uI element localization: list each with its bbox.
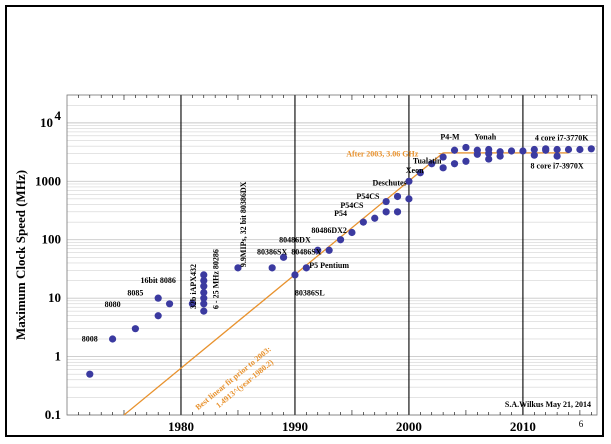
data-point — [564, 145, 573, 154]
data-point — [200, 276, 208, 285]
data-point — [200, 288, 208, 297]
point-label: P4-M — [440, 132, 460, 141]
rotated-point-label: 6 - 25 MHz 80286 — [212, 249, 221, 309]
point-label: Yonah — [474, 132, 496, 141]
plot-area — [67, 95, 597, 415]
rotated-point-label: 32b iAPX432 — [189, 264, 198, 309]
point-label: 8085 — [127, 289, 143, 298]
x-tick-label: 1980 — [168, 419, 194, 434]
data-point — [359, 218, 367, 226]
point-label: 80486SX — [291, 247, 321, 256]
y-tick-label: 1 — [55, 349, 62, 364]
y-axis-title: Maximum Clock Speed (MHz) — [13, 170, 28, 340]
data-point — [200, 307, 208, 315]
data-point — [450, 160, 459, 168]
point-label: 80486DX — [279, 235, 311, 244]
y-tick-label: 0.1 — [45, 407, 61, 422]
data-point — [382, 197, 390, 206]
data-point — [371, 214, 379, 222]
page-number: 6 — [579, 419, 584, 429]
data-point — [325, 246, 333, 254]
y-tick-label: 10 — [40, 115, 53, 130]
data-point — [462, 143, 470, 152]
point-label: P54CS — [340, 201, 364, 210]
point-label: Xeon — [406, 166, 424, 175]
data-point — [485, 155, 493, 163]
data-point — [416, 169, 424, 177]
data-point — [348, 228, 356, 237]
point-label: 8080 — [105, 300, 121, 309]
y-tick-exponent: 4 — [55, 108, 62, 123]
point-label: 8 core i7-3970X — [531, 162, 584, 171]
point-label: 16bit 8086 — [141, 276, 176, 285]
data-point — [336, 236, 345, 244]
data-point — [576, 145, 584, 154]
plot-border — [66, 94, 598, 416]
rotated-point-label: 9.9MIPs, 32 bit 80386DX — [239, 181, 248, 267]
data-point — [393, 192, 402, 201]
fit-line — [123, 152, 444, 416]
data-point — [450, 146, 459, 154]
data-point — [200, 294, 208, 302]
data-point — [200, 271, 208, 279]
data-point — [439, 164, 447, 172]
data-point — [405, 195, 413, 203]
point-label: P5 Pentium — [309, 261, 349, 270]
data-point — [553, 145, 561, 154]
data-point — [485, 145, 493, 154]
data-point — [188, 300, 196, 308]
point-label: Tualatin — [413, 157, 442, 166]
data-point — [530, 145, 538, 154]
data-point — [507, 147, 516, 155]
data-point — [405, 177, 413, 185]
point-label: P54CS — [356, 192, 380, 201]
data-point — [291, 271, 299, 279]
data-point — [165, 300, 174, 308]
data-point — [314, 246, 322, 254]
data-point — [393, 208, 402, 216]
x-tick-label: 2010 — [510, 419, 536, 434]
data-point — [86, 370, 94, 378]
point-label: 80386SL — [295, 289, 325, 298]
point-label: 80486DX2 — [311, 226, 347, 235]
data-point — [587, 145, 595, 153]
data-point — [542, 145, 550, 153]
data-point — [154, 312, 162, 320]
point-label: Deschutes — [372, 178, 406, 187]
data-point — [462, 157, 470, 165]
data-point — [234, 264, 242, 272]
point-label: 8008 — [82, 335, 98, 344]
data-point — [496, 148, 504, 156]
point-label: 4 core i7-3770K — [535, 133, 589, 142]
data-point — [108, 335, 117, 343]
point-label: P54 — [334, 209, 347, 218]
y-tick-label: 10 — [48, 290, 61, 305]
y-tick-label: 100 — [42, 232, 62, 247]
slide-frame: 0.1 1 10 100 1000 10 4 1980 1990 2000 2010 Maximum … — [5, 5, 604, 437]
credit-text: S.A.Wilkus May 21, 2014 — [505, 400, 591, 409]
data-point — [553, 152, 561, 160]
data-point — [302, 264, 310, 272]
data-point — [530, 151, 538, 159]
x-tick-label: 1990 — [282, 419, 308, 434]
data-point — [131, 325, 139, 333]
data-point — [200, 282, 208, 290]
data-point — [268, 264, 276, 272]
data-point — [428, 160, 436, 168]
data-point — [519, 147, 527, 155]
data-point — [200, 300, 208, 308]
data-point — [279, 253, 288, 261]
x-tick-label: 2000 — [396, 419, 422, 434]
y-tick-label: 1000 — [35, 173, 61, 188]
data-point — [154, 294, 162, 302]
point-label: 80386SX — [257, 247, 287, 256]
plateau-annotation: After 2003, 3.06 GHz — [346, 149, 419, 158]
data-point — [439, 153, 447, 161]
data-point — [382, 208, 390, 216]
data-point — [473, 146, 481, 154]
